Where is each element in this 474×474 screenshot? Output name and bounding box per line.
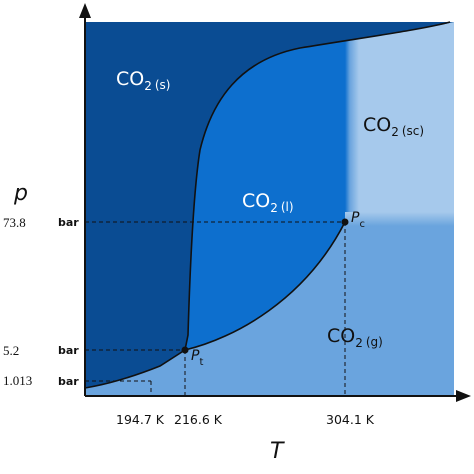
y-tick-value-critical: 73.8 [3,215,26,230]
y-axis-title: p [13,181,28,206]
x-axis-title: T [270,439,285,464]
gas-region [85,222,454,396]
y-tick-unit-critical: bar [58,216,79,229]
phase-label-solid: CO2 (s) [116,68,171,93]
x-tick-304: 304.1 K [326,412,375,427]
supercritical-region [345,22,454,222]
triple-point-marker [181,346,189,354]
y-tick-unit-atm: bar [58,375,79,388]
y-tick-value-triple: 5.2 [3,343,19,358]
melting-curve-fill-fix [85,22,454,388]
critical-point-marker [341,218,349,226]
vaporization-curve [184,221,346,351]
supercritical-edge [345,22,359,222]
melting-curve [184,21,451,351]
y-tick-unit-triple: bar [58,344,79,357]
phase-label-liquid: CO2 (l) [242,190,294,215]
critical-isobar-blend [345,212,454,226]
critical-point-label: Pc [351,210,365,230]
y-tick-value-atm: 1.013 [3,373,32,388]
phase-label-gas: CO2 (g) [327,325,383,350]
triple-point-label: Pt [191,348,203,368]
x-tick-216: 216.6 K [174,412,223,427]
y-axis-arrowhead [79,3,91,18]
x-tick-194: 194.7 K [116,412,165,427]
phase-label-supercritical: CO2 (sc) [363,114,424,139]
x-axis-arrowhead [456,390,471,402]
sublimation-curve [84,349,186,389]
